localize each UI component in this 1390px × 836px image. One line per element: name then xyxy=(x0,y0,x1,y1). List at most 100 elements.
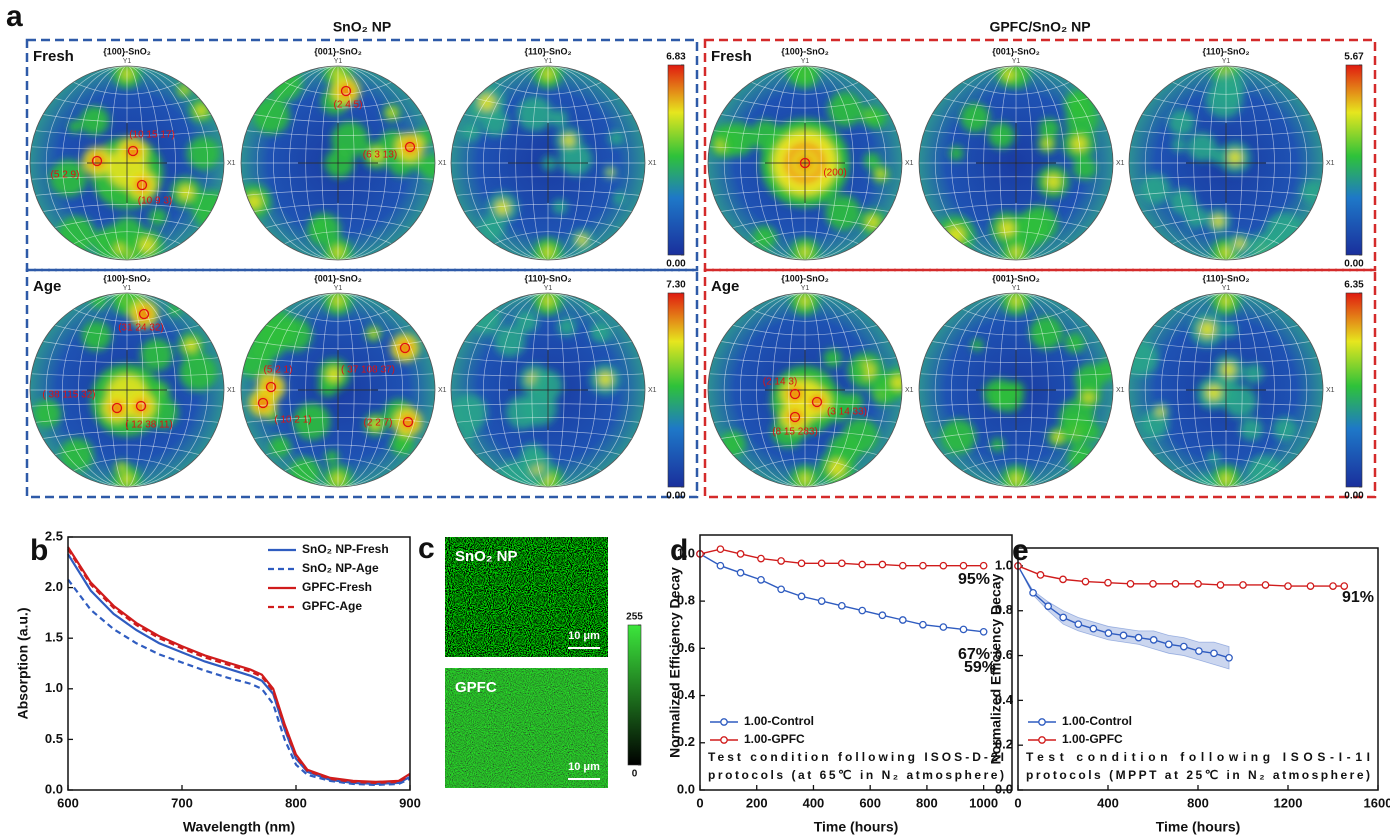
data-point xyxy=(1166,641,1172,647)
data-point xyxy=(980,562,986,568)
y-axis-title: Absorption (a.u.) xyxy=(15,608,31,720)
x-tick-label: 400 xyxy=(1097,795,1119,810)
intensity-spot xyxy=(753,226,777,250)
data-point xyxy=(717,562,723,568)
intensity-spot xyxy=(1210,148,1226,164)
intensity-spot xyxy=(598,372,612,386)
data-point xyxy=(879,612,885,618)
legend-label: SnO₂ NP-Fresh xyxy=(302,542,389,556)
axis-y1: Y1 xyxy=(334,58,343,65)
intensity-spot xyxy=(891,376,904,389)
intensity-spot xyxy=(877,170,885,178)
data-point xyxy=(940,624,946,630)
percent-annotation: 91% xyxy=(1342,589,1374,606)
x-tick-label: 800 xyxy=(916,795,938,810)
annotation: (5 2 9) xyxy=(51,170,80,181)
annotation: ( 37 108 37) xyxy=(341,365,395,376)
intensity-spot xyxy=(542,156,557,171)
legend-label: 1.00-GPFC xyxy=(1062,732,1123,746)
x-tick-label: 800 xyxy=(285,795,307,810)
intensity-spot xyxy=(824,349,842,367)
data-point xyxy=(1045,603,1051,609)
intensity-spot xyxy=(1273,417,1297,441)
data-point xyxy=(1307,583,1313,589)
data-point xyxy=(798,560,804,566)
colorbar-label: 0.00 xyxy=(1344,259,1364,270)
intensity-spot xyxy=(563,134,575,146)
data-point xyxy=(1120,632,1126,638)
intensity-spot xyxy=(550,110,567,127)
annotation: ( 38 115 32) xyxy=(42,390,95,401)
axis-y1: Y1 xyxy=(123,58,132,65)
axis-x1: X1 xyxy=(648,160,657,167)
data-point xyxy=(818,598,824,604)
data-point xyxy=(1082,578,1088,584)
axis-y1: Y1 xyxy=(123,285,132,292)
data-point xyxy=(798,593,804,599)
x-tick-label: 1200 xyxy=(1274,795,1303,810)
axis-y1: Y1 xyxy=(1012,285,1021,292)
legend-marker xyxy=(1039,719,1045,725)
x-tick-label: 200 xyxy=(746,795,768,810)
colorbar-label: 7.30 xyxy=(666,280,686,291)
annotation: (5 2 1) xyxy=(264,365,293,376)
legend-label: SnO₂ NP-Age xyxy=(302,561,379,575)
intensity-spot xyxy=(522,391,557,426)
intensity-spot xyxy=(517,96,552,131)
data-point xyxy=(920,562,926,568)
axis-x1: X1 xyxy=(227,387,236,394)
intensity-spot xyxy=(149,208,167,226)
intensity-spot xyxy=(1266,213,1304,251)
data-point xyxy=(900,562,906,568)
axis-x1: X1 xyxy=(438,387,447,394)
panel-letter: a xyxy=(6,0,23,33)
annotation: ( 12 38 11) xyxy=(125,420,173,431)
colorbar-label: 0.00 xyxy=(1344,491,1364,502)
group-title: SnO₂ NP xyxy=(333,19,391,35)
data-point xyxy=(980,629,986,635)
data-point xyxy=(758,555,764,561)
y-tick-label: 0.5 xyxy=(45,731,63,746)
group-title: GPFC/SnO₂ NP xyxy=(989,19,1090,35)
legend-label: 1.00-GPFC xyxy=(744,732,805,746)
intensity-spot xyxy=(1240,418,1263,441)
axis-x1: X1 xyxy=(1116,160,1125,167)
x-axis-title: Time (hours) xyxy=(1156,819,1241,835)
sphere-title: {110}-SnO₂ xyxy=(524,46,571,56)
x-tick-label: 400 xyxy=(803,795,825,810)
y-tick-label: 1.0 xyxy=(677,545,695,560)
intensity-spot xyxy=(141,338,173,370)
scale-label: 10 μm xyxy=(568,630,600,642)
sphere-title: {110}-SnO₂ xyxy=(1202,273,1249,283)
intensity-spot xyxy=(185,339,197,351)
data-point xyxy=(1240,582,1246,588)
axis-x1: X1 xyxy=(648,387,657,394)
data-point xyxy=(1037,572,1043,578)
sphere-title: {001}-SnO₂ xyxy=(314,46,362,56)
intensity-spot xyxy=(1168,109,1195,136)
data-point xyxy=(920,622,926,628)
annotation: ( 10 2 1) xyxy=(274,415,311,426)
data-point xyxy=(1196,648,1202,654)
intensity-spot xyxy=(479,216,504,241)
axis-y1: Y1 xyxy=(544,58,553,65)
data-point xyxy=(1150,581,1156,587)
data-point xyxy=(818,560,824,566)
intensity-spot xyxy=(450,394,488,432)
data-point xyxy=(1262,582,1268,588)
intensity-spot xyxy=(1244,364,1264,384)
axis-x1: X1 xyxy=(905,387,914,394)
x-tick-label: 600 xyxy=(859,795,881,810)
axis-x1: X1 xyxy=(227,160,236,167)
data-point xyxy=(859,561,865,567)
axis-x1: X1 xyxy=(1116,387,1125,394)
x-tick-label: 1000 xyxy=(969,795,998,810)
data-point xyxy=(778,558,784,564)
intensity-spot xyxy=(993,381,1024,412)
data-point xyxy=(758,577,764,583)
intensity-spot xyxy=(496,201,510,215)
intensity-spot xyxy=(269,67,302,100)
intensity-spot xyxy=(1072,136,1087,151)
axis-y1: Y1 xyxy=(801,285,810,292)
series-line xyxy=(1018,566,1344,586)
